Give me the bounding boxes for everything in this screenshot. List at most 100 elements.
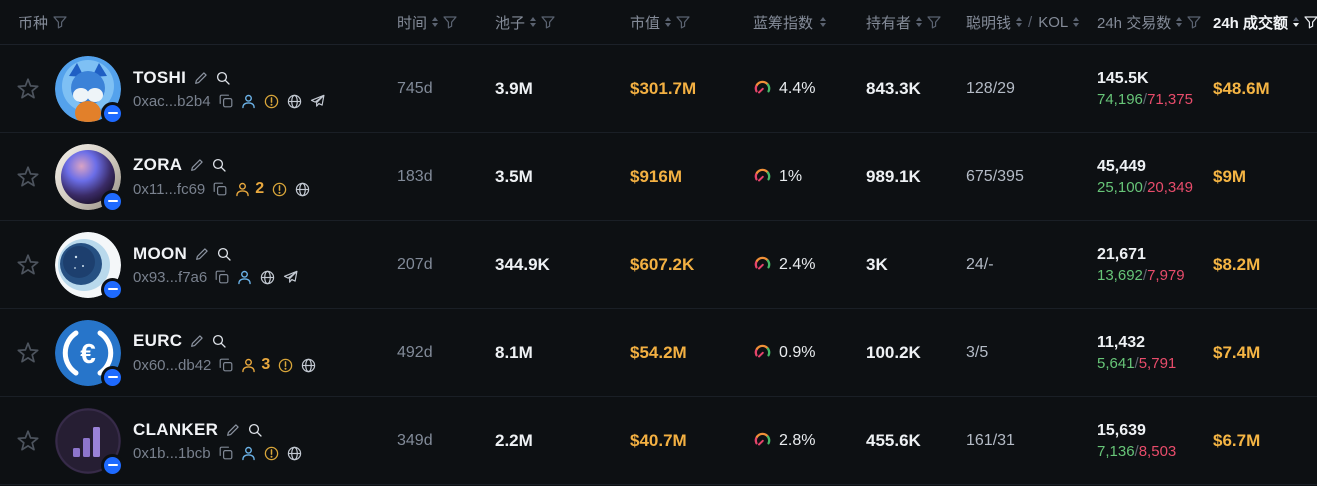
sort-icon[interactable] — [1016, 16, 1023, 28]
token-address: 0x60...db42 — [133, 356, 212, 374]
token-address: 0x93...f7a6 — [133, 268, 208, 286]
favorite-star-icon[interactable] — [0, 76, 55, 102]
cell-marketcap: $54.2M — [630, 342, 687, 362]
telegram-icon[interactable] — [283, 270, 298, 285]
edit-icon[interactable] — [226, 423, 240, 437]
txns-buys: 25,100 — [1097, 178, 1143, 196]
smart-money-count: 2 — [255, 180, 265, 197]
smart-money-count: 3 — [261, 356, 271, 373]
header-bluechip[interactable]: 蓝筹指数 — [740, 12, 855, 33]
search-icon[interactable] — [212, 158, 226, 172]
bluechip-percent: 2.4% — [779, 255, 816, 273]
filter-icon[interactable] — [1304, 16, 1317, 29]
token-avatar[interactable] — [55, 143, 124, 213]
sort-icon[interactable] — [1176, 16, 1183, 28]
holders-person-icon[interactable] — [241, 446, 256, 461]
sort-icon[interactable] — [1293, 16, 1300, 28]
search-icon[interactable] — [212, 334, 226, 348]
token-avatar[interactable] — [55, 55, 124, 125]
token-avatar[interactable]: € — [55, 319, 124, 389]
warning-icon[interactable] — [264, 446, 279, 461]
header-txns[interactable]: 24h 交易数 — [1085, 12, 1205, 33]
txns-sells: 5,791 — [1138, 354, 1177, 372]
favorite-star-icon[interactable] — [0, 340, 55, 366]
warning-icon[interactable] — [278, 358, 293, 373]
website-globe-icon[interactable] — [301, 358, 316, 373]
sort-icon[interactable] — [916, 16, 923, 28]
cell-pool: 3.5M — [495, 166, 533, 186]
cell-holders: 455.6K — [866, 430, 921, 450]
edit-icon[interactable] — [190, 334, 204, 348]
header-smartmoney-label: 聪明钱 — [966, 14, 1012, 32]
warning-icon[interactable] — [272, 182, 287, 197]
header-pool[interactable]: 池子 — [480, 12, 610, 33]
token-row[interactable]: € EURC 0x60...db42 3 — [0, 309, 1317, 397]
token-row[interactable]: TOSHI 0xac...b2b4 745d 3.9M $301.7M 4.4% — [0, 45, 1317, 133]
filter-icon[interactable] — [443, 16, 457, 29]
holders-person-icon[interactable] — [237, 270, 252, 285]
edit-icon[interactable] — [190, 158, 204, 172]
favorite-star-icon[interactable] — [0, 428, 55, 454]
sort-icon[interactable] — [432, 16, 439, 28]
header-coin[interactable]: 币种 — [0, 12, 390, 33]
cell-marketcap: $301.7M — [630, 78, 697, 98]
filter-icon[interactable] — [1187, 16, 1201, 29]
favorite-star-icon[interactable] — [0, 252, 55, 278]
sort-icon[interactable] — [530, 16, 537, 28]
sort-icon[interactable] — [1073, 16, 1080, 28]
cell-bluechip: 2.4% — [740, 255, 855, 274]
token-avatar[interactable] — [55, 407, 124, 477]
warning-icon[interactable] — [264, 94, 279, 109]
filter-icon[interactable] — [541, 16, 555, 29]
gauge-icon — [753, 343, 772, 362]
filter-icon[interactable] — [927, 16, 941, 29]
token-row[interactable]: CLANKER 0x1b...1bcb 349d 2.2M $40.7M 2.8… — [0, 397, 1317, 485]
filter-icon[interactable] — [676, 16, 690, 29]
website-globe-icon[interactable] — [287, 446, 302, 461]
sort-icon[interactable] — [665, 16, 672, 28]
txns-buys: 13,692 — [1097, 266, 1143, 284]
copy-icon[interactable] — [219, 358, 233, 372]
website-globe-icon[interactable] — [287, 94, 302, 109]
token-row[interactable]: ZORA 0x11...fc69 2 183d 3.5M $916M 1% — [0, 133, 1317, 221]
header-holders[interactable]: 持有者 — [855, 12, 960, 33]
token-name[interactable]: EURC — [133, 331, 183, 350]
search-icon[interactable] — [248, 423, 262, 437]
search-icon[interactable] — [216, 71, 230, 85]
edit-icon[interactable] — [194, 71, 208, 85]
txns-buys-sells: 74,196/71,375 — [1097, 90, 1193, 108]
edit-icon[interactable] — [195, 247, 209, 261]
copy-icon[interactable] — [219, 94, 233, 108]
holders-person-icon[interactable] — [235, 182, 250, 197]
token-name[interactable]: TOSHI — [133, 67, 187, 87]
token-avatar[interactable] — [55, 231, 124, 301]
holders-person-icon[interactable] — [241, 94, 256, 109]
copy-icon[interactable] — [215, 270, 229, 284]
website-globe-icon[interactable] — [295, 182, 310, 197]
header-smartmoney-kol[interactable]: 聪明钱 / KOL — [960, 12, 1085, 33]
header-holders-label: 持有者 — [866, 14, 912, 32]
token-row[interactable]: MOON 0x93...f7a6 207d 344.9K $607.2K 2.4… — [0, 221, 1317, 309]
cell-holders: 100.2K — [866, 342, 921, 362]
cell-age: 745d — [397, 79, 433, 97]
token-name[interactable]: ZORA — [133, 155, 183, 174]
txns-total: 45,449 — [1097, 157, 1146, 175]
gauge-icon — [753, 167, 772, 186]
filter-icon[interactable] — [53, 16, 67, 29]
search-icon[interactable] — [217, 247, 231, 261]
telegram-icon[interactable] — [310, 94, 325, 109]
favorite-star-icon[interactable] — [0, 164, 55, 190]
holders-person-icon[interactable] — [241, 358, 256, 373]
token-name[interactable]: MOON — [133, 243, 188, 263]
header-marketcap[interactable]: 市值 — [610, 12, 740, 33]
txns-sells: 7,979 — [1147, 266, 1185, 284]
copy-icon[interactable] — [219, 446, 233, 460]
website-globe-icon[interactable] — [260, 270, 275, 285]
txns-total: 21,671 — [1097, 245, 1146, 263]
header-volume[interactable]: 24h 成交额 — [1205, 12, 1317, 33]
sort-icon[interactable] — [820, 16, 827, 28]
cell-marketcap: $607.2K — [630, 254, 695, 274]
header-time[interactable]: 时间 — [390, 12, 480, 33]
copy-icon[interactable] — [213, 182, 227, 196]
token-name[interactable]: CLANKER — [133, 419, 219, 439]
